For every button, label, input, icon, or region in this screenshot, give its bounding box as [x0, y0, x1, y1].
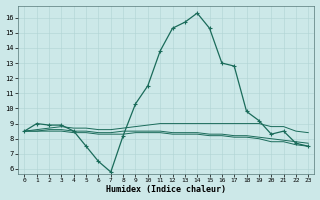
X-axis label: Humidex (Indice chaleur): Humidex (Indice chaleur): [106, 185, 226, 194]
